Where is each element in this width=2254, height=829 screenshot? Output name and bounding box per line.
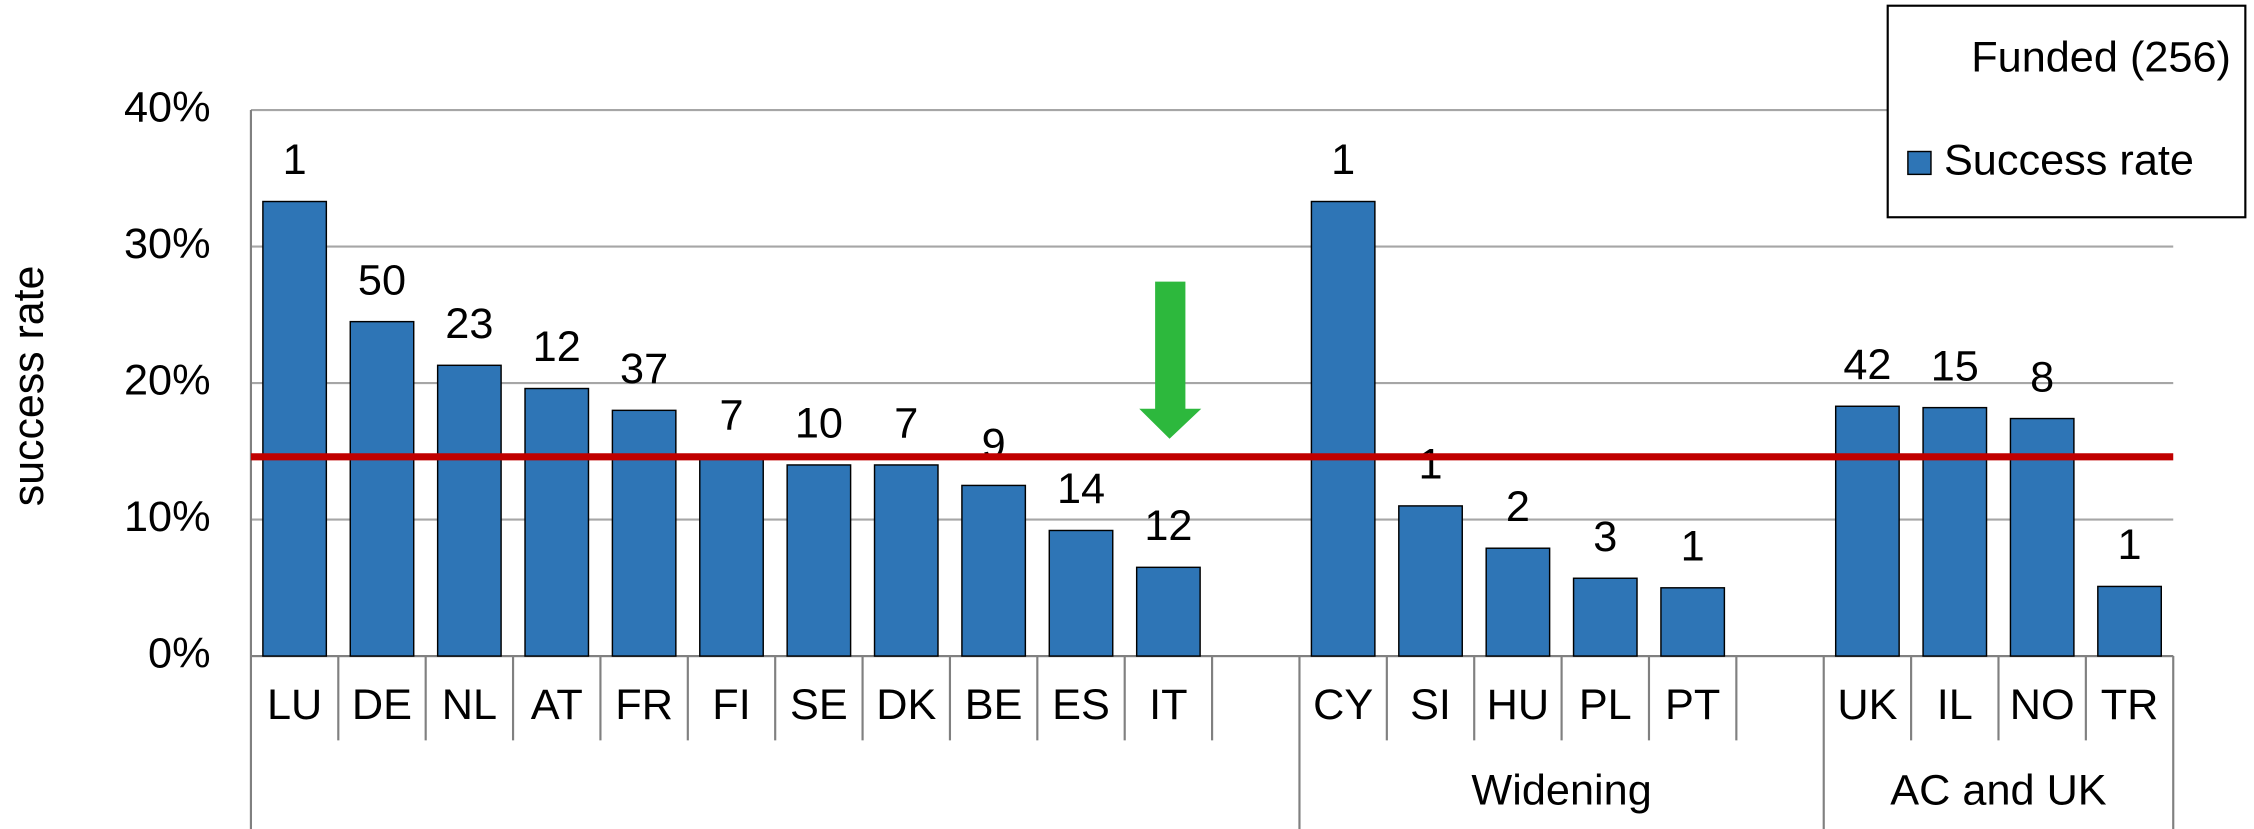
- funded-label: 37: [620, 345, 668, 393]
- funded-label: 1: [2118, 521, 2142, 569]
- x-tick-label: PL: [1579, 681, 1632, 729]
- funded-label: 23: [445, 300, 493, 348]
- funded-label: 1: [1418, 441, 1442, 489]
- legend: [1886, 4, 2247, 219]
- y-tick-label: 10%: [124, 493, 211, 541]
- x-tick-label: SE: [790, 681, 848, 729]
- bar: [1660, 587, 1726, 657]
- group-label: AC and UK: [1890, 767, 2107, 815]
- funded-label: 15: [1931, 343, 1979, 391]
- bar: [436, 364, 502, 657]
- funded-label: 14: [1057, 465, 1105, 513]
- x-tick-label: BE: [965, 681, 1023, 729]
- funded-label: 10: [795, 400, 843, 448]
- bar: [961, 484, 1027, 657]
- x-tick-label: HU: [1487, 681, 1549, 729]
- x-tick-label: IL: [1937, 681, 1973, 729]
- x-tick-label: LU: [267, 681, 322, 729]
- bar: [1310, 200, 1376, 657]
- y-tick-label: 40%: [124, 84, 211, 132]
- x-tick-label: FR: [615, 681, 673, 729]
- x-tick-label: FI: [712, 681, 750, 729]
- bar: [1048, 529, 1114, 657]
- bar: [786, 464, 852, 657]
- funded-label: 3: [1593, 513, 1617, 561]
- bar: [611, 409, 677, 657]
- legend-box: [1886, 4, 2247, 219]
- bar: [1135, 566, 1201, 657]
- bar: [1485, 547, 1551, 657]
- funded-label: 7: [719, 392, 743, 440]
- funded-label: 12: [533, 323, 581, 371]
- funded-label: 1: [1331, 136, 1355, 184]
- funded-label: 1: [1681, 523, 1705, 571]
- legend-swatch: [1907, 150, 1932, 176]
- x-tick-label: IT: [1149, 681, 1187, 729]
- x-tick-label: PT: [1665, 681, 1720, 729]
- y-tick-label: 0%: [148, 630, 211, 678]
- bar: [1922, 406, 1988, 657]
- bar: [873, 464, 939, 657]
- bar: [1834, 405, 1900, 657]
- legend-label: Funded (256): [1971, 34, 2231, 82]
- funded-label: 42: [1843, 341, 1891, 389]
- x-tick-label: DK: [876, 681, 936, 729]
- x-tick-label: AT: [531, 681, 583, 729]
- x-tick-label: ES: [1052, 681, 1110, 729]
- x-tick-label: DE: [352, 681, 412, 729]
- funded-label: 2: [1506, 483, 1530, 531]
- funded-label: 8: [2030, 353, 2054, 401]
- funded-label: 12: [1144, 502, 1192, 550]
- bar: [1572, 577, 1638, 657]
- bar: [262, 200, 328, 657]
- bar: [699, 456, 764, 657]
- funded-label: 1: [283, 136, 307, 184]
- y-tick-label: 20%: [124, 357, 211, 405]
- y-tick-label: 30%: [124, 220, 211, 268]
- funded-label: 7: [894, 400, 918, 448]
- x-tick-label: CY: [1313, 681, 1373, 729]
- funded-label: 9: [982, 420, 1006, 468]
- y-axis-title: success rate: [5, 266, 53, 507]
- legend-label: Success rate: [1944, 136, 2194, 184]
- x-tick-label: TR: [2101, 681, 2159, 729]
- group-label: Widening: [1471, 767, 1651, 815]
- bar: [2097, 585, 2163, 657]
- x-tick-label: UK: [1837, 681, 1897, 729]
- funded-label: 50: [358, 257, 406, 305]
- x-tick-label: NO: [2010, 681, 2075, 729]
- x-tick-label: NL: [442, 681, 497, 729]
- x-tick-label: SI: [1410, 681, 1451, 729]
- bar: [1398, 505, 1463, 657]
- arrow: [1139, 281, 1202, 439]
- bar: [349, 320, 415, 657]
- bar: [524, 387, 590, 657]
